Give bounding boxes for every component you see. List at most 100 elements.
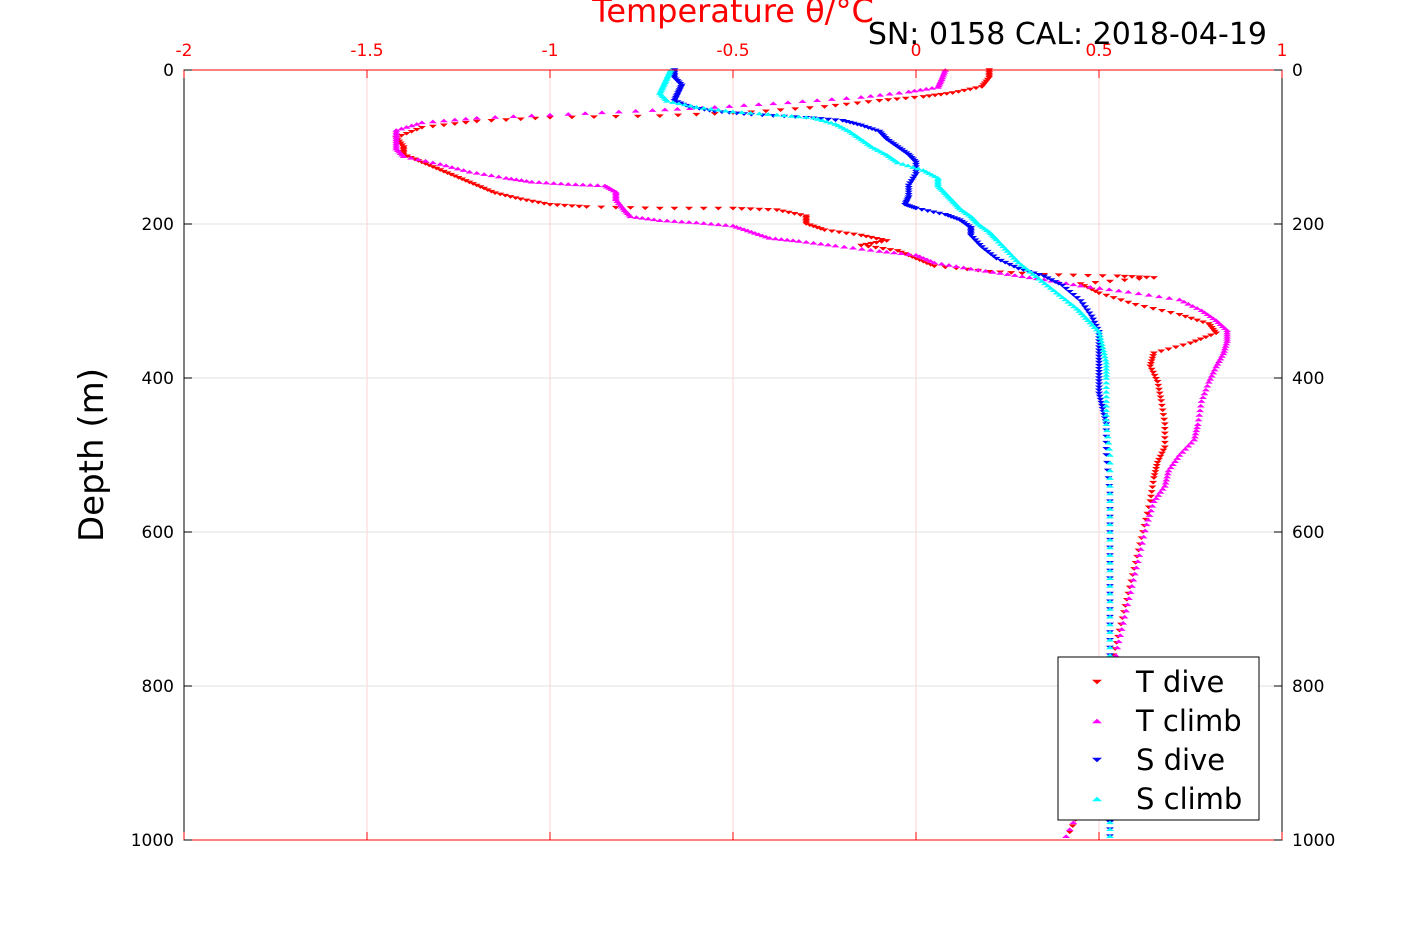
data-point bbox=[922, 86, 931, 91]
data-point bbox=[1156, 454, 1165, 459]
y-tick-label-left: 600 bbox=[142, 523, 174, 543]
data-point bbox=[1146, 508, 1155, 513]
data-point bbox=[1147, 367, 1156, 372]
data-point bbox=[986, 252, 995, 256]
data-point bbox=[1136, 547, 1145, 551]
data-point bbox=[1138, 540, 1147, 545]
data-point bbox=[472, 115, 481, 120]
data-point bbox=[1148, 504, 1157, 508]
series-s-dive bbox=[670, 68, 1114, 838]
data-point bbox=[1098, 274, 1107, 278]
data-point bbox=[1043, 276, 1052, 281]
data-point bbox=[1105, 834, 1114, 838]
data-point bbox=[1204, 322, 1213, 326]
data-point bbox=[1157, 309, 1166, 313]
data-point bbox=[1160, 427, 1169, 431]
data-point bbox=[1201, 387, 1210, 392]
data-point bbox=[1149, 499, 1158, 503]
data-point bbox=[1149, 476, 1158, 480]
data-point bbox=[399, 154, 408, 159]
data-point bbox=[1209, 370, 1218, 375]
y-tick-label-left: 400 bbox=[142, 369, 174, 389]
data-point bbox=[1113, 645, 1122, 650]
data-point bbox=[904, 188, 913, 192]
y-tick-label-left: 0 bbox=[163, 61, 174, 81]
data-point bbox=[1197, 308, 1206, 313]
data-point bbox=[973, 240, 982, 245]
data-point bbox=[1105, 530, 1114, 534]
data-point bbox=[975, 242, 984, 247]
data-point bbox=[1091, 289, 1100, 294]
data-point bbox=[406, 155, 415, 160]
data-point bbox=[1203, 312, 1212, 317]
data-point bbox=[764, 208, 773, 212]
data-point bbox=[1105, 476, 1114, 480]
data-point bbox=[983, 77, 992, 82]
data-point bbox=[1095, 379, 1103, 383]
data-point bbox=[1161, 480, 1170, 485]
data-point bbox=[1192, 428, 1201, 433]
data-point bbox=[1043, 283, 1052, 288]
data-point bbox=[1133, 559, 1142, 564]
data-point bbox=[886, 248, 895, 252]
data-point bbox=[1102, 413, 1111, 417]
data-point bbox=[1196, 403, 1205, 408]
data-point bbox=[710, 112, 719, 116]
data-point bbox=[996, 258, 1005, 263]
data-point bbox=[969, 236, 978, 240]
data-point bbox=[1220, 346, 1229, 351]
data-point bbox=[1058, 295, 1067, 299]
data-point bbox=[813, 225, 822, 230]
data-point bbox=[1105, 622, 1114, 627]
data-point bbox=[988, 270, 997, 274]
data-point bbox=[1095, 291, 1103, 296]
data-point bbox=[917, 208, 926, 212]
data-point bbox=[442, 163, 451, 168]
data-point bbox=[1215, 359, 1224, 364]
data-point bbox=[1105, 599, 1114, 604]
data-point bbox=[857, 95, 866, 99]
data-point bbox=[1090, 320, 1099, 325]
data-point bbox=[567, 115, 576, 120]
data-point bbox=[1119, 621, 1128, 625]
data-point bbox=[780, 113, 789, 118]
data-point bbox=[842, 231, 851, 236]
data-point bbox=[1152, 496, 1161, 500]
data-point bbox=[1221, 344, 1230, 348]
data-point bbox=[853, 122, 862, 127]
data-point bbox=[1102, 370, 1111, 374]
data-point bbox=[668, 100, 677, 104]
data-point bbox=[864, 126, 873, 130]
data-point bbox=[903, 163, 912, 168]
data-point bbox=[522, 179, 531, 183]
data-point bbox=[581, 111, 590, 115]
data-point bbox=[407, 129, 416, 134]
data-point bbox=[597, 205, 606, 210]
data-point bbox=[879, 246, 888, 251]
data-point bbox=[1068, 824, 1077, 828]
data-point bbox=[1157, 399, 1166, 403]
data-point bbox=[952, 264, 961, 268]
data-point bbox=[842, 102, 851, 107]
data-point bbox=[1102, 417, 1111, 422]
data-point bbox=[1171, 345, 1180, 350]
data-point bbox=[1052, 290, 1061, 295]
data-point bbox=[1078, 302, 1087, 306]
data-point bbox=[761, 109, 770, 114]
data-point bbox=[930, 260, 939, 265]
legend-marker bbox=[1092, 757, 1102, 763]
data-point bbox=[794, 239, 803, 243]
data-point bbox=[1162, 477, 1171, 482]
data-point bbox=[660, 107, 669, 112]
data-point bbox=[1222, 341, 1231, 346]
data-point bbox=[1105, 447, 1114, 451]
data-point bbox=[966, 266, 975, 271]
data-point bbox=[954, 90, 963, 94]
data-point bbox=[1148, 356, 1157, 361]
data-point bbox=[1173, 456, 1182, 460]
data-point bbox=[937, 261, 946, 266]
data-point bbox=[1160, 431, 1169, 436]
data-point bbox=[1191, 339, 1200, 344]
data-point bbox=[831, 118, 840, 123]
data-point bbox=[904, 192, 913, 197]
